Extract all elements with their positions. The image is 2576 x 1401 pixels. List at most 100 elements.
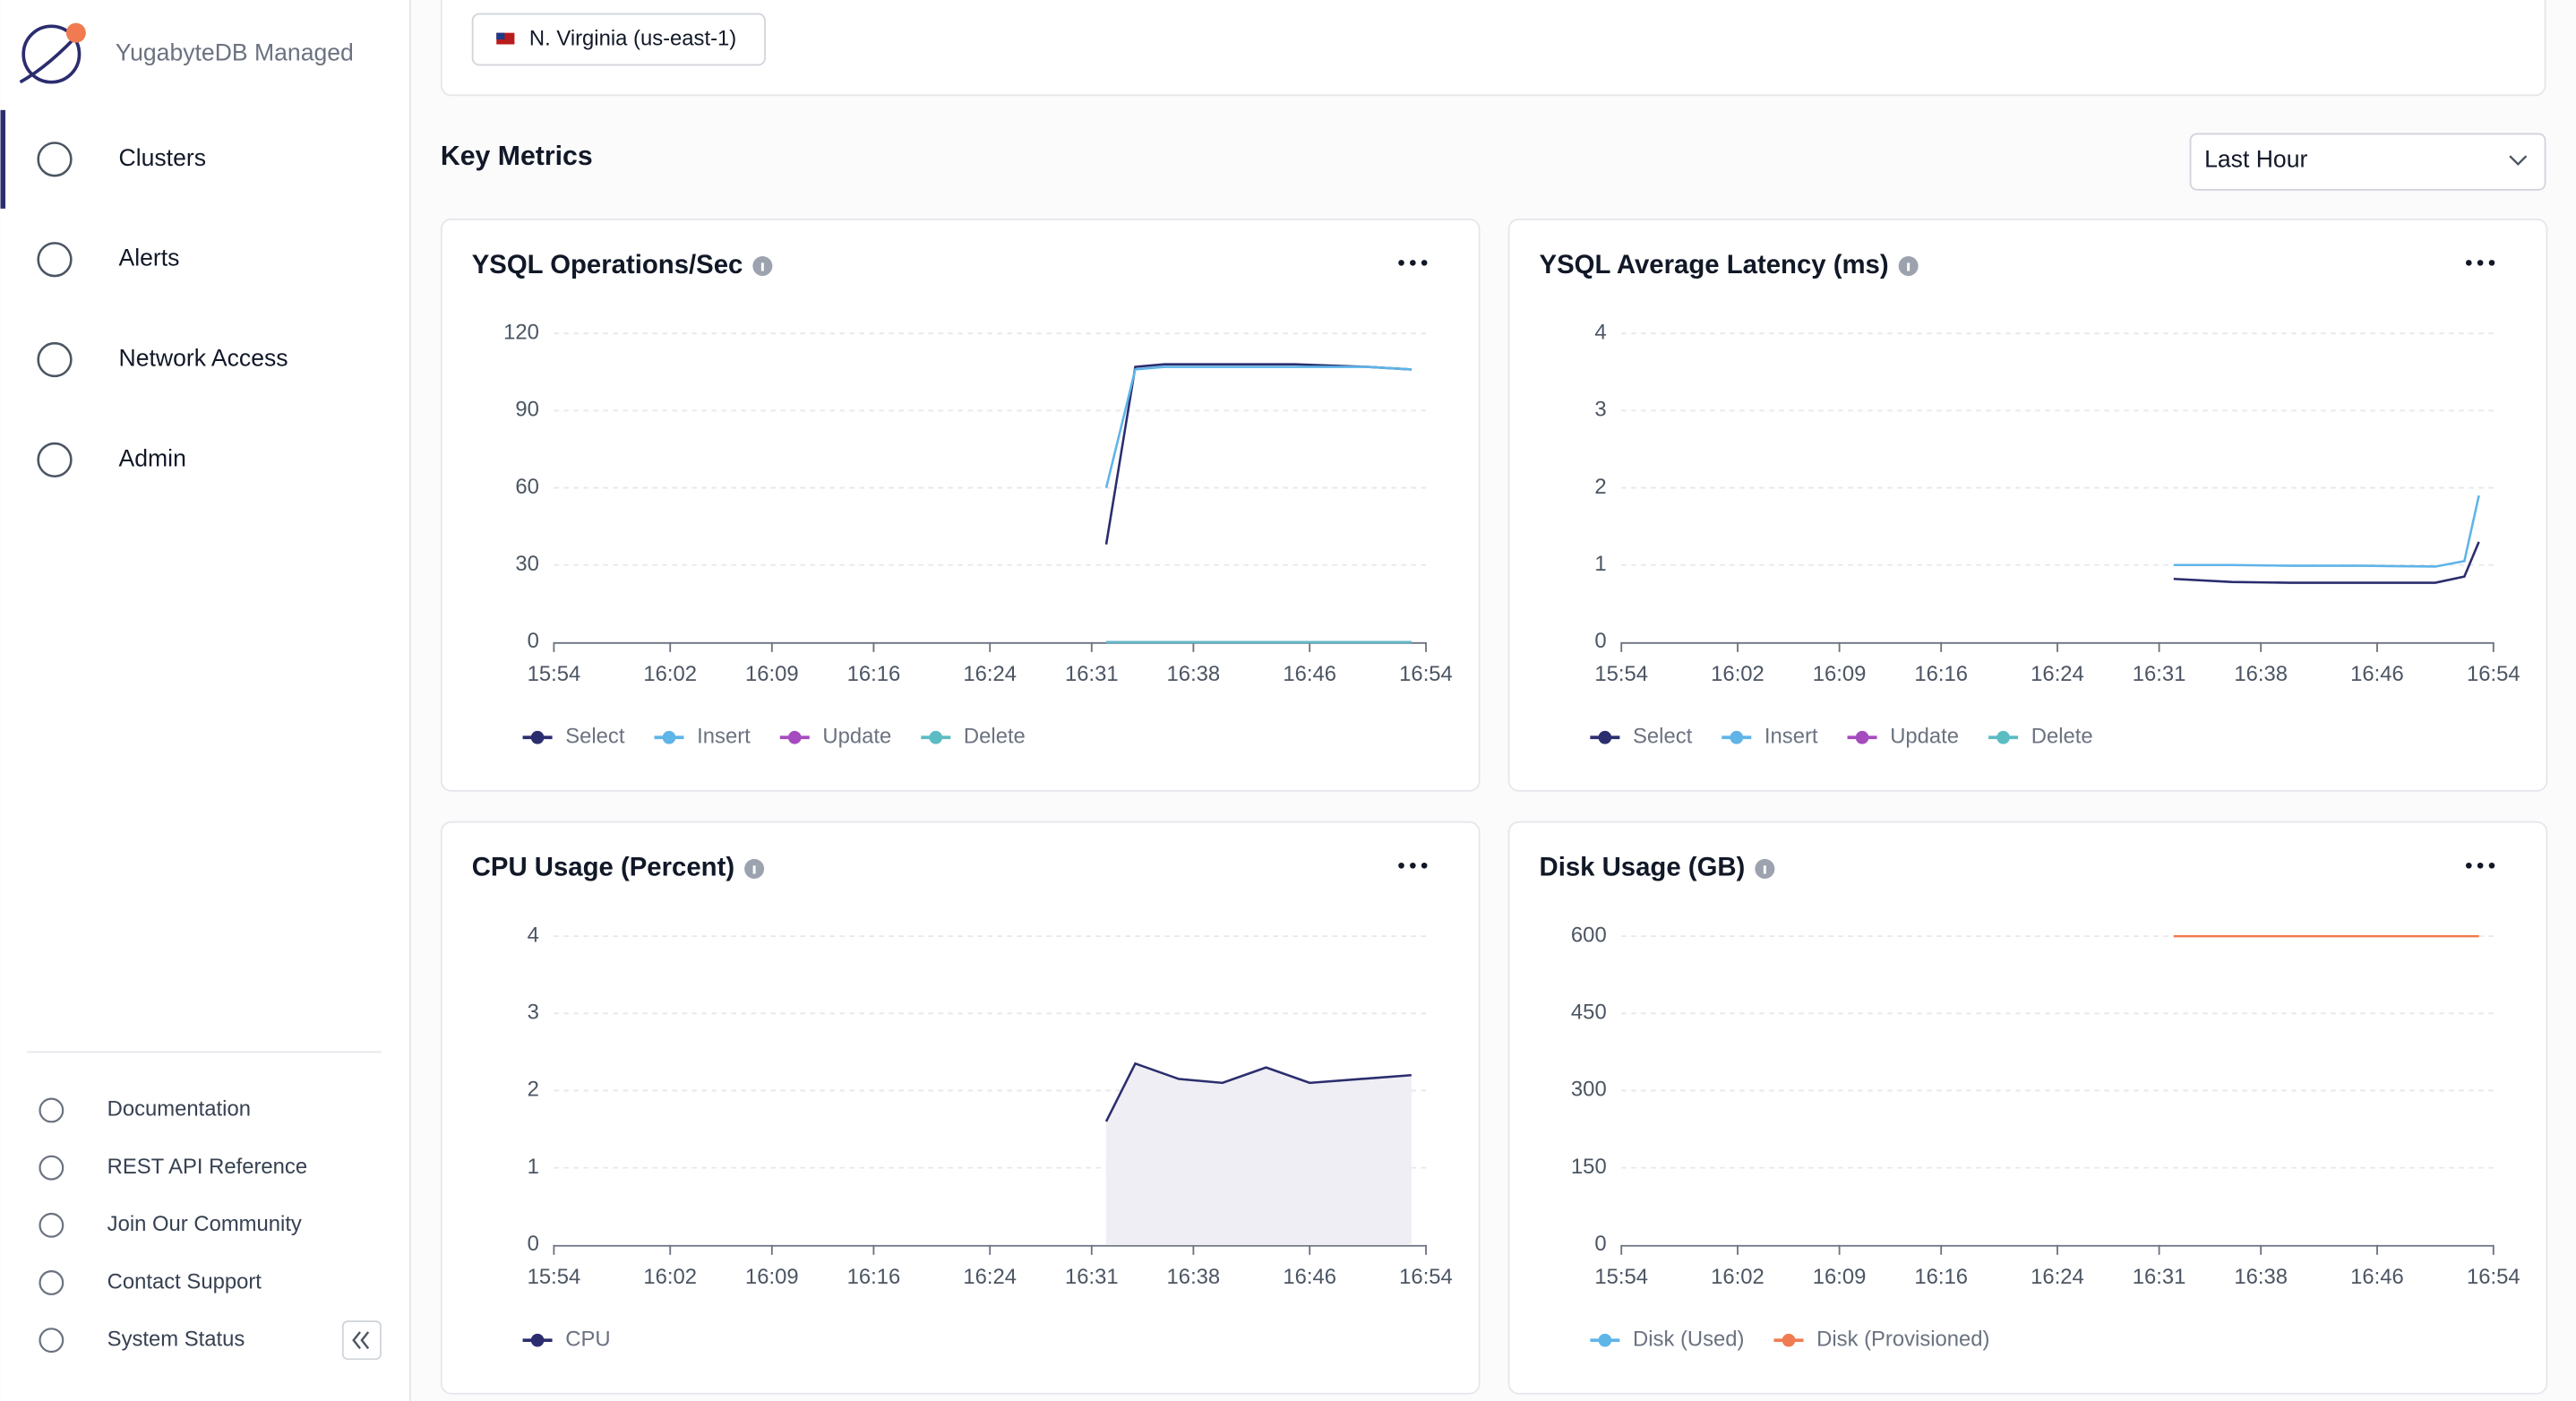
menu-dot[interactable] [2477,260,2484,266]
region: N. Virginia (us-east-1) [529,26,736,50]
menu-dot[interactable] [1410,862,1416,869]
legend-label[interactable]: Update [822,725,891,749]
section-title: Key Metrics [441,142,593,171]
y-tick-label: 120 [503,321,539,345]
footer-icon[interactable] [39,1328,64,1354]
x-tick-label: 16:02 [1711,1265,1765,1289]
menu-dot[interactable] [1421,862,1428,869]
y-tick-label: 4 [528,923,539,947]
x-tick-label: 16:46 [1283,1265,1336,1289]
x-tick-label: 16:31 [2133,662,2186,686]
legend-label[interactable]: Update [1890,725,1959,749]
menu-dot[interactable] [2466,862,2472,869]
x-tick-label: 16:38 [2234,1265,2288,1289]
x-tick-label: 16:38 [1167,662,1221,686]
nav-icon[interactable] [37,341,73,378]
nav-icon[interactable] [37,442,73,478]
chevron [2509,155,2528,167]
y-tick-label: 300 [1571,1078,1607,1102]
time-range[interactable]: Last Hour [2204,146,2307,173]
footer-icon[interactable] [39,1212,64,1238]
legend-label[interactable]: Disk (Provisioned) [1816,1327,1989,1351]
chart-title: YSQL Operations/Sec [472,250,743,279]
y-tick-label: 150 [1571,1155,1607,1179]
y-tick-label: 1 [1594,552,1606,576]
footer-link[interactable]: Contact Support [107,1269,262,1294]
nav-item[interactable]: Alerts [119,245,180,271]
footer-icon[interactable] [39,1270,64,1295]
x-tick-label: 16:09 [745,662,799,686]
footer-icon[interactable] [39,1097,64,1123]
x-tick-label: 16:02 [643,1265,697,1289]
menu-dot[interactable] [2488,260,2495,266]
legend-dot [662,730,676,744]
info-glyph [1907,262,1911,271]
chart-title: YSQL Average Latency (ms) [1540,250,1889,279]
series-line [1104,365,1412,488]
legend-label[interactable]: Select [1633,725,1693,749]
chart-card [440,821,1481,1395]
chart-title: CPU Usage (Percent) [472,853,734,882]
region-button[interactable] [471,13,766,66]
legend-label[interactable]: CPU [565,1327,610,1351]
menu-dot[interactable] [2488,862,2495,869]
y-tick-label: 3 [1594,398,1606,422]
info-glyph [752,865,756,874]
menu-dot[interactable] [1398,862,1404,869]
x-tick-label: 15:54 [1594,1265,1648,1289]
x-tick-label: 16:54 [2467,662,2520,686]
x-tick-label: 15:54 [528,662,581,686]
footer-link[interactable]: REST API Reference [107,1155,307,1179]
x-tick-label: 15:54 [1594,662,1648,686]
chart-card [440,218,1481,792]
legend-label[interactable]: Delete [2031,725,2093,749]
x-tick-label: 16:31 [1065,662,1119,686]
menu-dot[interactable] [1421,260,1428,266]
footer-icon[interactable] [39,1155,64,1181]
x-tick-label: 15:54 [528,1265,581,1289]
x-tick-label: 16:24 [2031,662,2084,686]
collapse-icon [352,1331,370,1350]
time-range-select[interactable] [2189,133,2546,191]
menu-dot[interactable] [1398,260,1404,266]
series-line [2173,494,2480,568]
legend-label[interactable]: Delete [964,725,1026,749]
chart-card [1507,821,2548,1395]
legend-dot [530,730,545,744]
x-tick-label: 16:46 [1283,662,1336,686]
x-tick-label: 16:46 [2350,1265,2404,1289]
menu-dot[interactable] [1410,260,1416,266]
nav-item[interactable]: Network Access [119,345,288,372]
nav-item[interactable]: Clusters [119,144,206,171]
series-line [1104,1061,1412,1122]
y-tick-label: 600 [1571,923,1607,947]
x-tick-label: 16:54 [2467,1265,2520,1289]
footer-link[interactable]: Documentation [107,1097,251,1122]
legend-label[interactable]: Insert [697,725,751,749]
y-tick-label: 60 [515,475,539,499]
legend-label[interactable]: Select [565,725,625,749]
legend-label[interactable]: Disk (Used) [1633,1327,1744,1351]
menu-dot[interactable] [2477,862,2484,869]
legend-dot [1996,730,2010,744]
legend-label[interactable]: Insert [1765,725,1818,749]
x-tick-label: 16:31 [2133,1265,2186,1289]
legend-dot [1730,730,1744,744]
y-tick-label: 90 [515,398,539,422]
footer-link[interactable]: System Status [107,1327,245,1351]
x-tick-label: 16:09 [1813,1265,1867,1289]
nav-icon[interactable] [37,242,73,278]
menu-dot[interactable] [2466,260,2472,266]
footer-link[interactable]: Join Our Community [107,1212,302,1236]
x-tick-label: 16:02 [643,662,697,686]
x-tick-label: 16:24 [963,662,1017,686]
nav-icon[interactable] [37,142,73,177]
y-tick-label: 2 [1594,475,1606,499]
legend-dot [1598,730,1612,744]
x-tick-label: 16:24 [963,1265,1017,1289]
legend-dot [1855,730,1869,744]
nav-item[interactable]: Admin [119,444,186,471]
logo [21,24,82,84]
legend-dot [530,1333,545,1347]
y-tick-label: 0 [528,1232,539,1256]
